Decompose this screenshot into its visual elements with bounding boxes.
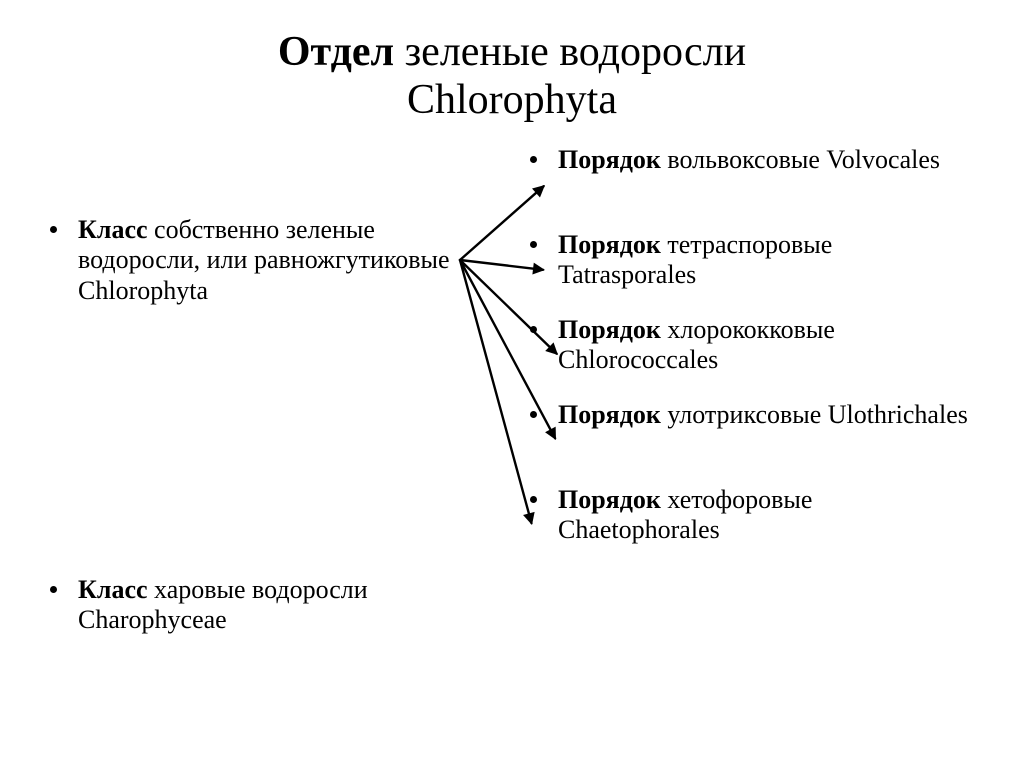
- content-area: Класс собственно зеленые водоросли, или …: [0, 135, 1024, 735]
- item-bold: Порядок: [558, 485, 661, 514]
- title-line2: Chlorophyta: [407, 77, 617, 123]
- item-rest: улотриксовые Ulothrichales: [661, 400, 968, 429]
- list-item: Порядок хетофоровые Chaetophorales: [530, 485, 970, 546]
- item-bold: Порядок: [558, 145, 661, 174]
- bullet-icon: [530, 156, 537, 163]
- item-bold: Порядок: [558, 315, 661, 344]
- item-bold: Порядок: [558, 230, 661, 259]
- title-bold: Отдел: [278, 29, 394, 75]
- list-item: Порядок тетраспоровые Tatrasporales: [530, 230, 970, 291]
- list-item: Порядок хлорококковые Chlorococcales: [530, 315, 970, 376]
- bullet-icon: [50, 586, 57, 593]
- item-bold: Класс: [78, 215, 148, 244]
- item-rest: вольвоксовые Volvocales: [661, 145, 940, 174]
- bullet-icon: [530, 241, 537, 248]
- bullet-icon: [530, 496, 537, 503]
- item-bold: Класс: [78, 575, 148, 604]
- list-item: Класс собственно зеленые водоросли, или …: [50, 215, 460, 307]
- title-rest1: зеленые водоросли: [394, 29, 746, 75]
- bullet-icon: [530, 326, 537, 333]
- list-item: Класс харовые водоросли Charophyceae: [50, 575, 460, 636]
- bullet-icon: [50, 226, 57, 233]
- bullet-icon: [530, 411, 537, 418]
- list-item: Порядок вольвоксовые Volvocales: [530, 145, 940, 176]
- slide-title: Отдел зеленые водоросли Chlorophyta: [0, 0, 1024, 125]
- item-bold: Порядок: [558, 400, 661, 429]
- list-item: Порядок улотриксовые Ulothrichales: [530, 400, 968, 431]
